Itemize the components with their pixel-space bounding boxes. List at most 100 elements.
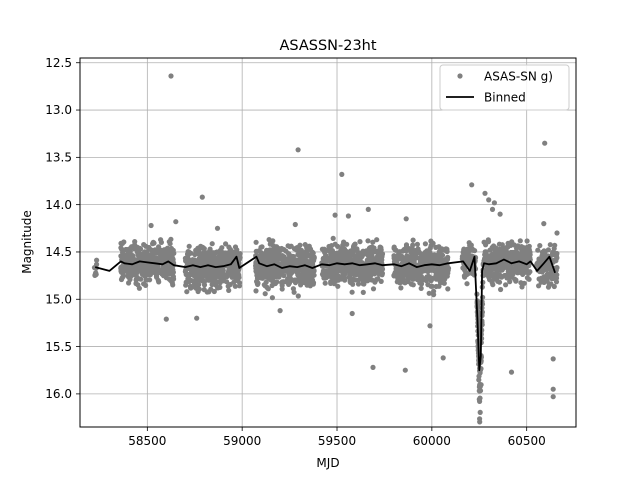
data-point bbox=[484, 267, 490, 273]
data-point bbox=[554, 250, 560, 257]
y-tick-label: 13.5 bbox=[45, 151, 72, 165]
data-point bbox=[188, 267, 194, 273]
data-point bbox=[231, 250, 237, 256]
data-point bbox=[253, 239, 259, 245]
data-point bbox=[159, 250, 165, 257]
data-point bbox=[148, 269, 154, 275]
data-point bbox=[349, 289, 355, 295]
data-point bbox=[370, 364, 376, 370]
data-point bbox=[541, 256, 547, 262]
data-point bbox=[262, 283, 268, 289]
data-point bbox=[476, 377, 482, 383]
data-point bbox=[428, 242, 434, 249]
data-point bbox=[417, 259, 423, 265]
data-point bbox=[461, 273, 467, 279]
data-point bbox=[551, 283, 557, 290]
data-point bbox=[407, 275, 413, 281]
data-point bbox=[286, 251, 292, 257]
legend-label-binned: Binned bbox=[484, 91, 526, 105]
data-point bbox=[394, 279, 400, 285]
data-point bbox=[355, 281, 362, 287]
data-point bbox=[404, 254, 410, 260]
x-tick-label: 60000 bbox=[413, 434, 451, 448]
data-point bbox=[339, 171, 345, 177]
data-point bbox=[428, 267, 434, 273]
data-point bbox=[486, 197, 492, 203]
data-point bbox=[128, 254, 134, 260]
data-point bbox=[373, 265, 379, 271]
data-point bbox=[94, 257, 100, 263]
data-point bbox=[350, 249, 356, 255]
data-point bbox=[443, 246, 449, 252]
data-point bbox=[494, 268, 500, 275]
data-point bbox=[444, 256, 451, 262]
data-point bbox=[230, 272, 236, 278]
data-point bbox=[156, 279, 162, 285]
data-point bbox=[149, 248, 156, 254]
data-point bbox=[94, 261, 100, 267]
data-point bbox=[262, 274, 268, 280]
data-point bbox=[277, 308, 283, 314]
data-point bbox=[476, 373, 482, 379]
data-point bbox=[362, 271, 369, 277]
data-point bbox=[347, 276, 353, 282]
data-point bbox=[469, 182, 475, 188]
x-tick-label: 58500 bbox=[128, 434, 166, 448]
data-point bbox=[396, 252, 402, 258]
data-point bbox=[197, 259, 203, 265]
data-point bbox=[499, 248, 505, 254]
data-point bbox=[118, 246, 125, 252]
data-point bbox=[490, 282, 496, 288]
data-point bbox=[330, 250, 336, 256]
data-point bbox=[464, 281, 470, 287]
data-point bbox=[508, 252, 514, 258]
data-point bbox=[304, 282, 310, 288]
data-point bbox=[163, 275, 169, 281]
data-point bbox=[440, 355, 446, 361]
data-point bbox=[223, 250, 229, 256]
data-point bbox=[165, 271, 172, 277]
plot-frame bbox=[79, 57, 577, 428]
data-point bbox=[253, 269, 260, 275]
data-point bbox=[341, 239, 347, 245]
y-tick-label: 15.0 bbox=[45, 292, 72, 306]
data-point bbox=[118, 269, 125, 275]
data-point bbox=[296, 249, 302, 256]
data-point bbox=[127, 265, 133, 271]
data-point bbox=[417, 270, 423, 276]
data-point bbox=[188, 285, 194, 291]
data-point bbox=[365, 238, 371, 244]
data-point bbox=[508, 369, 515, 375]
data-point bbox=[295, 293, 301, 299]
data-point bbox=[519, 284, 525, 290]
data-point bbox=[186, 243, 192, 249]
data-point bbox=[329, 278, 335, 284]
data-point bbox=[319, 246, 325, 252]
data-point bbox=[291, 289, 297, 295]
y-tick-label: 14.0 bbox=[45, 198, 72, 212]
data-point bbox=[143, 282, 149, 288]
data-point bbox=[92, 271, 99, 277]
data-point bbox=[476, 396, 482, 402]
data-point bbox=[298, 276, 304, 282]
data-point bbox=[279, 245, 285, 252]
data-point bbox=[327, 267, 333, 273]
data-point bbox=[497, 211, 503, 217]
data-point bbox=[205, 277, 212, 283]
data-point bbox=[515, 250, 521, 256]
data-point bbox=[438, 258, 444, 265]
data-point bbox=[524, 246, 530, 252]
data-point bbox=[171, 276, 177, 282]
data-point bbox=[332, 212, 338, 218]
data-point bbox=[261, 259, 267, 265]
data-point bbox=[216, 260, 223, 266]
data-point bbox=[553, 279, 560, 285]
data-point bbox=[492, 247, 498, 253]
data-point bbox=[281, 258, 287, 264]
data-point bbox=[345, 258, 351, 264]
data-point bbox=[437, 271, 443, 277]
data-point bbox=[302, 273, 308, 279]
data-point bbox=[219, 254, 226, 260]
data-point bbox=[310, 281, 316, 287]
data-point bbox=[272, 245, 278, 251]
